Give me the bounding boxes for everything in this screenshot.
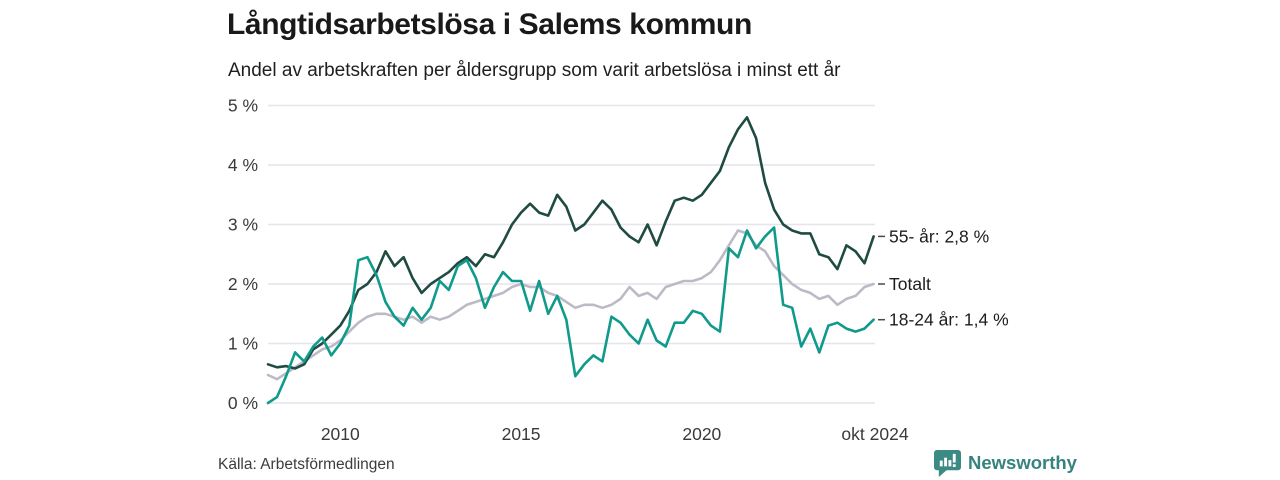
series-end-label: 18-24 år: 1,4 % [889,310,1009,330]
x-axis-tick-label: 2015 [502,424,541,444]
newsworthy-logo-icon [934,449,961,477]
x-axis-tick-label: 2010 [321,424,360,444]
y-axis-tick-label: 0 % [228,393,258,413]
newsworthy-branding: Newsworthy [934,449,1077,477]
series-end-label: Totalt [889,274,931,294]
series-end-label: 55- år: 2,8 % [889,226,989,246]
y-axis-tick-label: 3 % [228,215,258,235]
x-axis-tick-label: 2020 [682,424,721,444]
series-line-18-24-r [266,226,875,405]
newsworthy-logo-text: Newsworthy [968,452,1077,473]
y-axis-tick-label: 1 % [228,334,258,354]
chart-title: Långtidsarbetslösa i Salems kommun [227,8,752,41]
chart-subtitle: Andel av arbetskraften per åldersgrupp s… [228,60,841,81]
series-line-totalt [266,229,875,381]
x-axis-tick-label: okt 2024 [841,424,908,444]
y-axis-tick-label: 2 % [228,274,258,294]
y-axis-tick-label: 4 % [228,155,258,175]
source-note: Källa: Arbetsförmedlingen [218,456,395,473]
series-line-55-r [266,116,875,370]
y-axis-tick-label: 5 % [228,96,258,116]
